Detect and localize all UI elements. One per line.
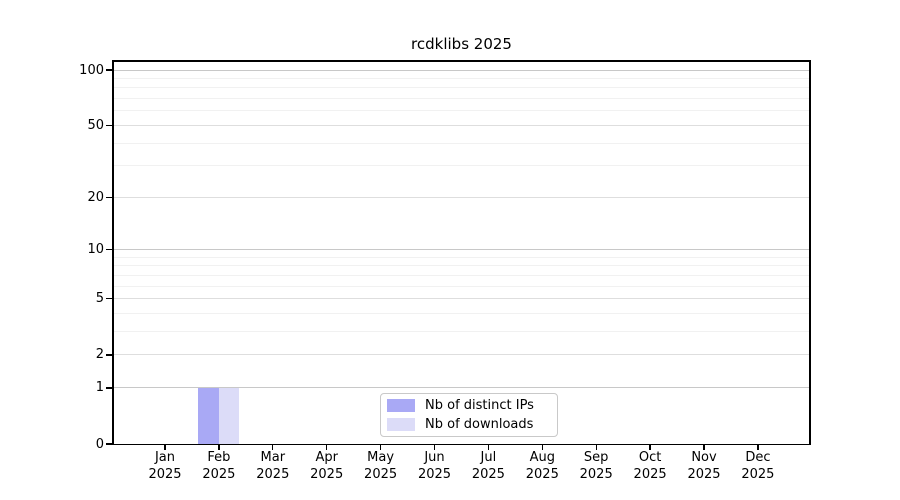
x-tick-label: Jul 2025 [471,450,505,482]
x-tick-mark [541,445,543,450]
legend-swatch-distinct-ips [387,399,415,413]
y-tick-mark [106,298,113,300]
minor-gridline [113,331,809,333]
x-tick-mark [757,445,759,450]
major-gridline [113,124,809,126]
x-tick-label: Jun 2025 [417,450,452,482]
bar-distinct-ips-feb [198,387,219,444]
x-tick-mark [595,445,597,450]
right-spine [809,60,811,445]
major-gridline [113,387,809,389]
x-tick-label: Sep 2025 [579,450,613,482]
x-tick-label: Nov 2025 [687,450,721,482]
y-tick-label: 10 [87,242,104,258]
x-tick-mark [272,445,274,450]
major-gridline [113,354,809,356]
x-tick-label: May 2025 [364,450,398,482]
y-tick-label: 5 [95,291,104,307]
major-gridline [113,69,809,71]
x-tick-mark [164,445,166,450]
chart-title: rcdklibs 2025 [411,35,512,53]
y-axis-spine [112,60,114,445]
legend-item-distinct-ips: Nb of distinct IPs [381,397,557,414]
legend-label-downloads: Nb of downloads [425,416,534,432]
minor-gridline [113,274,809,276]
minor-gridline [113,165,809,167]
major-gridline [113,298,809,300]
y-tick-mark [106,196,113,198]
y-tick-mark [106,443,113,445]
minor-gridline [113,98,809,100]
y-tick-label: 2 [95,347,104,363]
y-tick-label: 100 [79,62,104,78]
x-tick-mark [487,445,490,450]
legend-item-downloads: Nb of downloads [381,416,557,433]
minor-gridline [113,313,809,315]
minor-gridline [113,265,809,267]
y-tick-label: 20 [87,189,104,205]
x-tick-label: Jan 2025 [148,450,182,482]
bar-downloads-feb [218,387,240,444]
x-tick-mark [433,445,436,450]
y-tick-mark [106,354,113,356]
x-tick-label: Aug 2025 [525,450,559,482]
major-gridline [113,249,809,251]
minor-gridline [113,110,809,112]
y-tick-mark [106,248,113,251]
legend-swatch-downloads [387,417,415,431]
x-tick-mark [649,445,651,450]
minor-gridline [113,77,809,79]
y-tick-label: 1 [95,380,104,396]
x-tick-label: Oct 2025 [633,450,667,482]
x-tick-mark [379,445,382,450]
y-tick-mark [106,387,113,389]
x-tick-mark [218,445,220,450]
x-axis-spine [112,443,810,446]
y-tick-mark [106,69,113,71]
legend: Nb of distinct IPs Nb of downloads [380,393,558,437]
x-tick-mark [326,445,328,450]
x-tick-label: Apr 2025 [310,450,344,482]
x-tick-label: Mar 2025 [256,450,290,482]
minor-gridline [113,87,809,89]
minor-gridline [113,285,809,287]
legend-label-distinct-ips: Nb of distinct IPs [425,398,534,414]
y-tick-label: 50 [87,117,104,133]
x-tick-label: Feb 2025 [202,450,236,482]
minor-gridline [113,256,809,258]
y-tick-mark [106,124,113,127]
minor-gridline [113,142,809,144]
x-tick-label: Dec 2025 [741,450,775,482]
major-gridline [113,196,809,198]
x-tick-mark [703,445,705,450]
y-tick-label: 0 [95,436,104,452]
top-spine [112,60,810,62]
